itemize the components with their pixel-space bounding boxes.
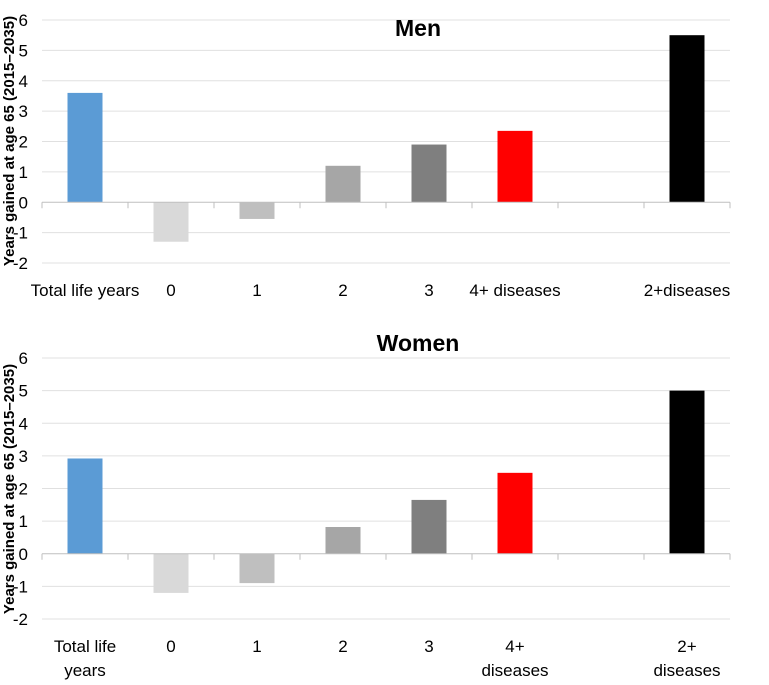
y-tick-label: 0 [19,545,28,564]
category-label: 1 [252,281,261,300]
chart-title: Women [377,330,460,356]
y-tick-label: 6 [19,11,28,30]
category-label: 2+ [677,637,696,656]
bar [153,202,189,242]
bar [67,458,103,554]
category-label: 4+ [505,637,524,656]
bar [325,526,361,554]
y-axis-title: Years gained at age 65 (2015–2035) [1,364,18,614]
bar [497,472,533,554]
category-label: Total life [54,637,116,656]
category-label: 3 [424,637,433,656]
bar [67,92,103,203]
category-label: years [64,661,106,680]
category-label: 0 [166,281,175,300]
y-axis-title: Years gained at age 65 (2015–2035) [1,16,18,266]
category-label: diseases [653,661,720,680]
chart-title: Men [395,15,441,41]
chart-panel-men: -2 -1 0 1 2 3 4 5 6 Total life years 0 1 2 3 4+ diseas… [1,11,731,300]
category-label: 2 [338,637,347,656]
y-tick-label: 5 [19,382,28,401]
category-label: 0 [166,637,175,656]
y-tick-label: -2 [13,610,28,629]
y-tick-label: 3 [19,102,28,121]
y-tick-label: -1 [13,577,28,596]
y-tick-label: 6 [19,349,28,368]
y-tick-label: 1 [19,163,28,182]
chart-panel-women: -2 -1 0 1 2 3 4 5 6 Total life years 0 1 2 3 4+ diseases… [1,330,731,680]
y-tick-label: 5 [19,41,28,60]
bar [239,202,275,219]
y-tick-label: 2 [19,480,28,499]
bar [669,35,705,203]
category-label: diseases [481,661,548,680]
category-label: 4+ diseases [469,281,560,300]
y-tick-label: 2 [19,133,28,152]
y-tick-label: -2 [13,254,28,273]
y-tick-label: 3 [19,447,28,466]
category-label: 2+diseases [644,281,730,300]
bar [497,130,533,203]
bar [325,165,361,203]
category-label: 3 [424,281,433,300]
y-tick-label: 4 [19,414,28,433]
category-label: 1 [252,637,261,656]
y-tick-label: -1 [13,224,28,243]
bar [411,144,447,203]
bar [411,499,447,554]
bar [239,553,275,584]
y-tick-label: 0 [19,193,28,212]
category-label: Total life years [31,281,140,300]
bar [153,553,189,593]
bar [669,390,705,554]
y-tick-label: 4 [19,72,28,91]
y-tick-label: 1 [19,512,28,531]
category-label: 2 [338,281,347,300]
